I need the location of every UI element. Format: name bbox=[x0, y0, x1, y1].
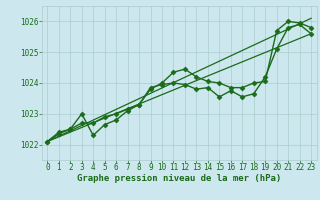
X-axis label: Graphe pression niveau de la mer (hPa): Graphe pression niveau de la mer (hPa) bbox=[77, 174, 281, 183]
